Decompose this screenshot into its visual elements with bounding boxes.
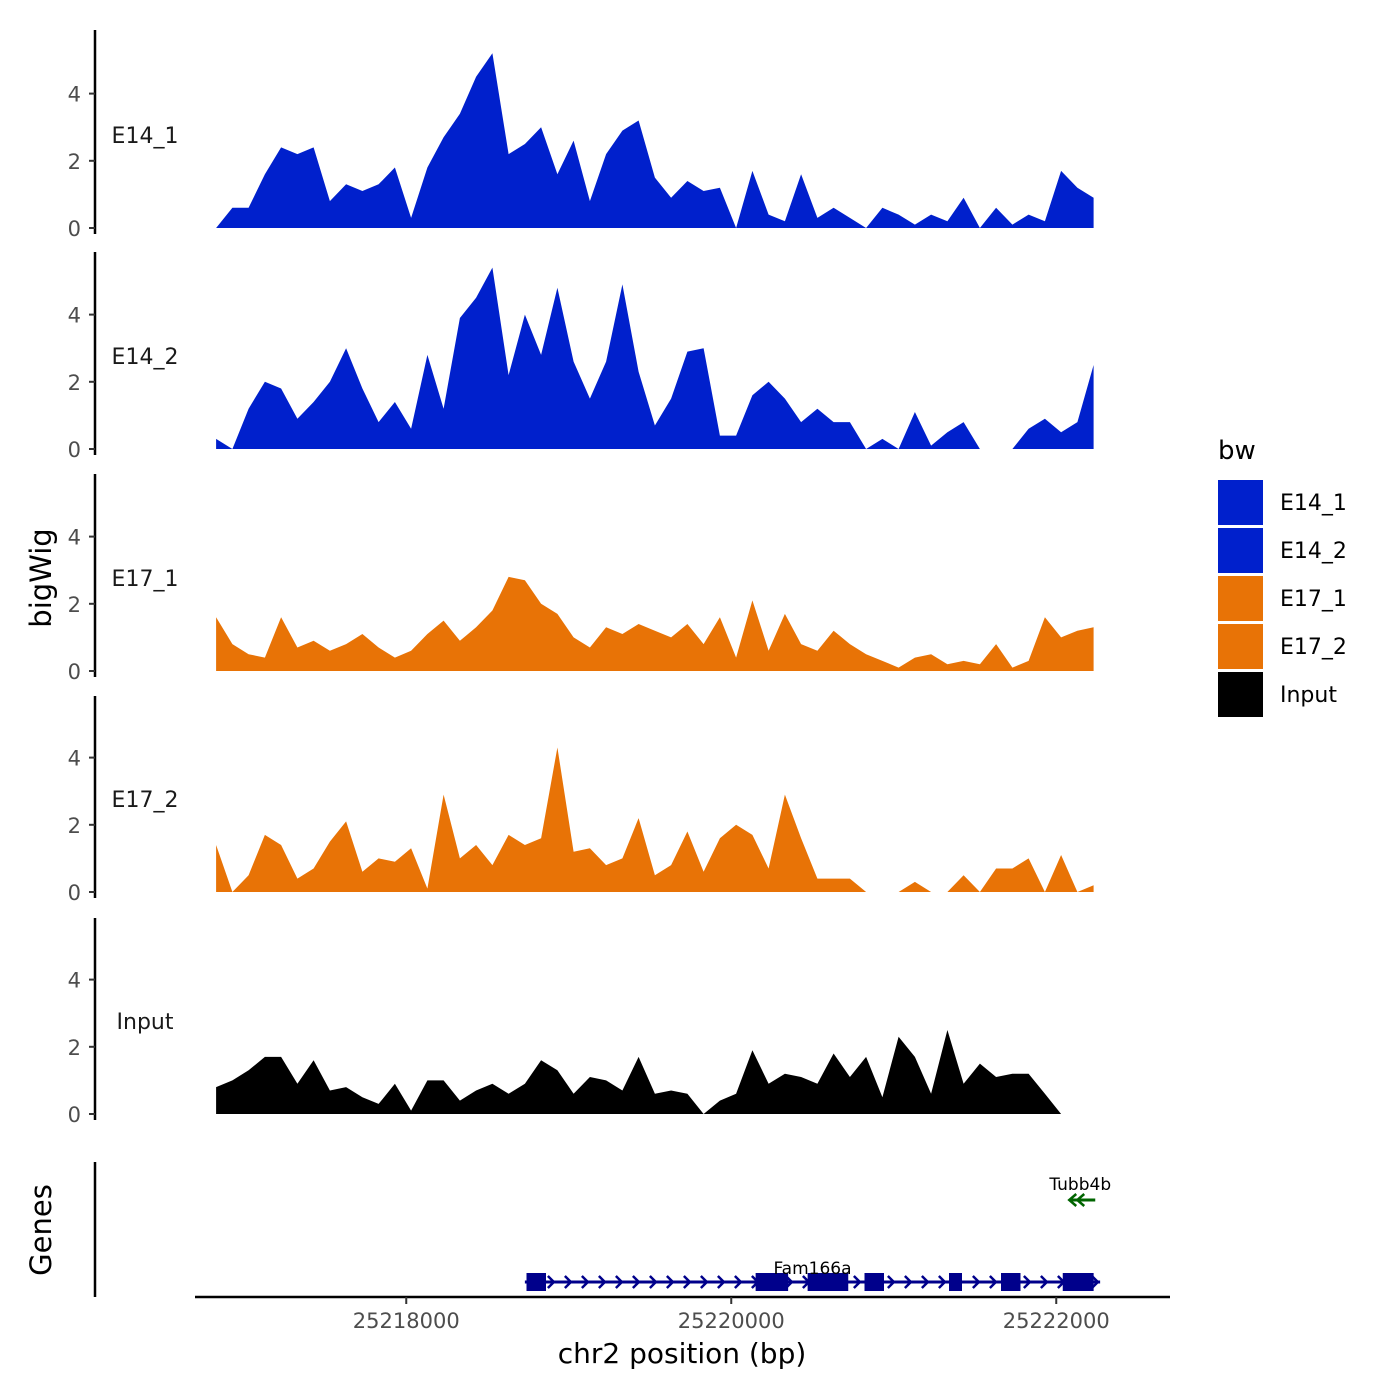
y-tick-label: 0 <box>68 660 81 684</box>
y-tick-label: 4 <box>68 304 81 328</box>
strand-arrow <box>1067 1193 1078 1207</box>
signal-area-e17-1 <box>216 576 1094 671</box>
gene-exon <box>1001 1273 1021 1291</box>
track-label: E17_2 <box>112 788 179 813</box>
strand-arrow <box>733 1275 743 1289</box>
strand-arrow <box>648 1275 658 1289</box>
track-e17-2: 0 2 4 E17_2 <box>68 696 1094 905</box>
legend-swatch <box>1218 672 1263 717</box>
strand-arrow <box>699 1275 709 1289</box>
strand-arrow <box>716 1275 726 1289</box>
gene-exon <box>1062 1273 1094 1291</box>
y-tick-label: 0 <box>68 438 81 462</box>
strand-arrow <box>903 1275 913 1289</box>
gene-fam166a: Fam166a <box>524 1259 1101 1291</box>
strand-arrow <box>546 1275 556 1289</box>
signal-area-input <box>216 1030 1062 1114</box>
track-e14-1: 0 2 4 E14_1 <box>68 30 1094 241</box>
strand-arrow <box>1090 1275 1100 1289</box>
legend-item: E17_2 <box>1218 624 1347 669</box>
y-axis-title: bigWig <box>24 528 58 627</box>
strand-arrow <box>1039 1275 1049 1289</box>
strand-arrow <box>1075 1193 1086 1207</box>
strand-arrow <box>580 1275 590 1289</box>
genes-axis-title: Genes <box>24 1184 58 1276</box>
legend-swatch <box>1218 480 1263 525</box>
legend-label: E17_2 <box>1280 635 1347 660</box>
y-tick-label: 2 <box>68 1036 81 1060</box>
gene-tubb4b: Tubb4b <box>1048 1175 1111 1207</box>
legend-swatch <box>1218 528 1263 573</box>
track-input: 0 2 4 Input <box>68 918 1062 1127</box>
gene-exon <box>807 1273 849 1291</box>
legend-label: E14_2 <box>1280 539 1347 564</box>
legend-item: E17_1 <box>1218 576 1347 621</box>
track-label: E14_1 <box>112 124 179 149</box>
legend-label: Input <box>1280 683 1337 708</box>
legend-item: E14_2 <box>1218 528 1347 573</box>
signal-area-e14-1 <box>216 53 1094 228</box>
track-label: E17_1 <box>112 567 179 592</box>
y-tick-label: 2 <box>68 593 81 617</box>
strand-arrow <box>886 1275 896 1289</box>
legend-label: E17_1 <box>1280 587 1347 612</box>
y-tick-label: 4 <box>68 747 81 771</box>
legend-item: Input <box>1218 672 1337 717</box>
strand-arrow <box>920 1275 930 1289</box>
legend-swatch <box>1218 576 1263 621</box>
x-tick-label: 25220000 <box>678 1309 785 1333</box>
track-e14-2: 0 2 4 E14_2 <box>68 252 1094 462</box>
gene-exon <box>526 1273 546 1291</box>
y-tick-label: 0 <box>68 881 81 905</box>
legend-item: E14_1 <box>1218 480 1347 525</box>
track-label: Input <box>117 1010 174 1035</box>
gene-label: Tubb4b <box>1048 1175 1111 1195</box>
y-tick-label: 0 <box>68 217 81 241</box>
x-tick-label: 25222000 <box>1003 1309 1110 1333</box>
gene-label: Fam166a <box>773 1259 851 1279</box>
y-tick-label: 4 <box>68 83 81 107</box>
legend-title: bw <box>1218 436 1256 466</box>
signal-tracks: 0 2 4 E14_1 0 2 4 E14_2 0 2 4 E17_1 0 2 4 E17_2 0 2 4 Input <box>68 30 1094 1127</box>
track-e17-1: 0 2 4 E17_1 <box>68 474 1094 684</box>
y-tick-label: 4 <box>68 969 81 993</box>
y-tick-label: 0 <box>68 1103 81 1127</box>
x-tick-label: 25218000 <box>353 1309 460 1333</box>
strand-arrow <box>563 1275 573 1289</box>
strand-arrow <box>631 1275 641 1289</box>
signal-area-e17-2 <box>216 747 1094 892</box>
genes-panel: Fam166a Tubb4b <box>93 1162 1111 1297</box>
y-tick-label: 2 <box>68 150 81 174</box>
x-axis: 25218000 25220000 25222000 <box>195 1295 1170 1333</box>
gene-exon <box>864 1273 884 1291</box>
signal-area-e14-2 <box>216 267 1094 449</box>
legend-swatch <box>1218 624 1263 669</box>
strand-arrow <box>614 1275 624 1289</box>
strand-arrow <box>1022 1275 1032 1289</box>
strand-arrow <box>988 1275 998 1289</box>
legend-label: E14_1 <box>1280 491 1347 516</box>
strand-arrow <box>665 1275 675 1289</box>
gene-exon <box>949 1273 962 1291</box>
strand-arrow <box>852 1275 862 1289</box>
track-label: E14_2 <box>112 345 179 370</box>
x-axis-title: chr2 position (bp) <box>558 1337 807 1370</box>
strand-arrow <box>597 1275 607 1289</box>
y-tick-label: 4 <box>68 526 81 550</box>
gene-exon <box>755 1273 789 1291</box>
strand-arrow <box>682 1275 692 1289</box>
y-tick-label: 2 <box>68 371 81 395</box>
strand-arrow <box>937 1275 947 1289</box>
strand-arrow <box>971 1275 981 1289</box>
legend: bw E14_1 E14_2 E17_1 E17_2 Input <box>1218 436 1347 717</box>
y-tick-label: 2 <box>68 814 81 838</box>
